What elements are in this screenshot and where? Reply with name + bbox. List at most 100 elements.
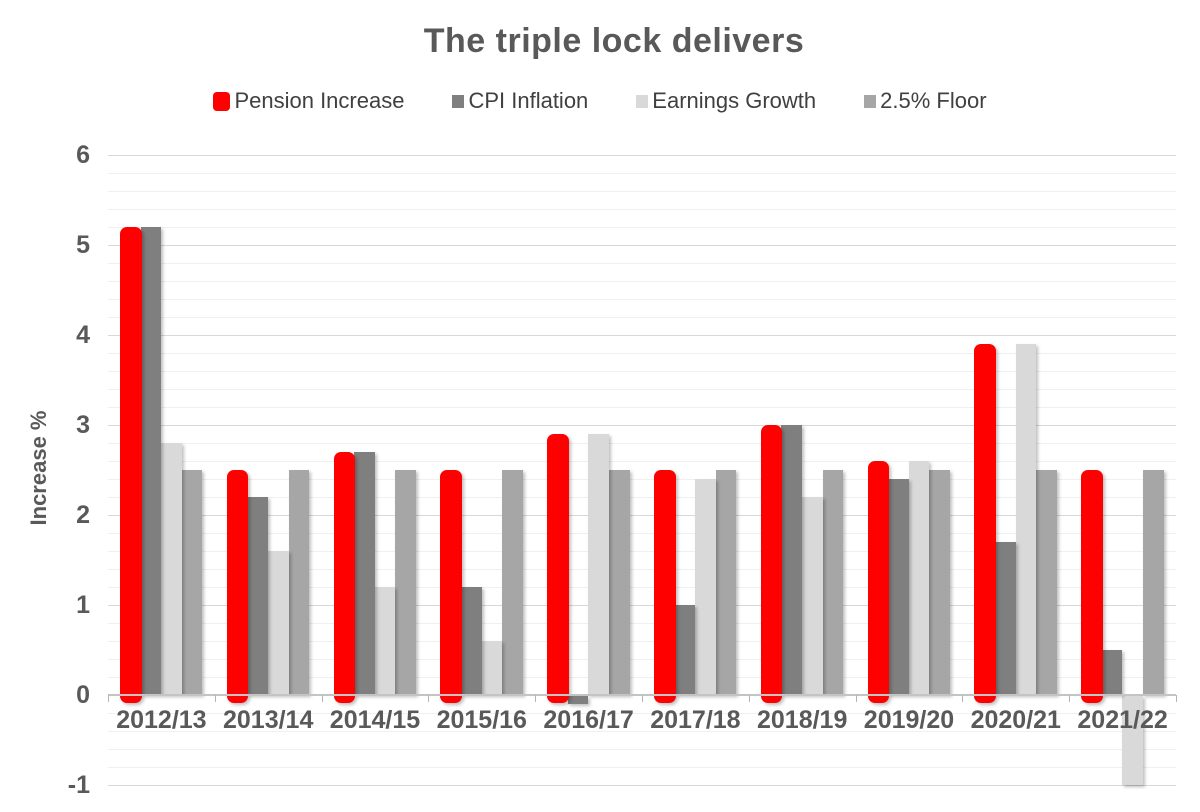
x-axis-tick <box>748 695 750 702</box>
gridline-minor <box>108 461 1176 462</box>
bar-earnings-growth <box>908 461 930 695</box>
legend-label-earnings-growth: Earnings Growth <box>652 88 817 113</box>
bar-pension-increase <box>867 461 890 703</box>
x-axis-tick <box>428 695 430 702</box>
x-axis-tick <box>214 695 216 702</box>
bar-earnings-growth <box>1122 696 1143 785</box>
x-tick-label: 2016/17 <box>543 706 634 734</box>
bar-cpi-inflation <box>995 542 1016 695</box>
legend-item-pension-increase: Pension Increase <box>213 88 404 114</box>
y-tick-label: 3 <box>76 411 90 439</box>
bar-earnings-growth <box>588 434 609 695</box>
x-tick-label: 2017/18 <box>650 706 741 734</box>
gridline-major <box>108 425 1176 426</box>
gridline-major <box>108 245 1176 246</box>
x-tick-label: 2019/20 <box>863 706 955 734</box>
legend-item-earnings-growth: Earnings Growth <box>636 88 816 114</box>
bar-earnings-growth <box>268 551 289 695</box>
bar-pension-increase <box>760 425 783 703</box>
y-tick-label: -1 <box>67 771 90 799</box>
bar-2-5-floor <box>1143 470 1164 695</box>
x-axis-tick <box>1069 695 1071 702</box>
gridline-minor <box>108 371 1176 372</box>
x-tick-label: 2012/13 <box>116 706 207 734</box>
legend-item-floor: 2.5% Floor <box>864 88 987 114</box>
chart-title: The triple lock delivers <box>423 22 805 60</box>
earnings-growth-swatch-icon <box>636 94 649 108</box>
gridline-minor <box>108 227 1176 228</box>
bar-pension-increase <box>333 452 356 703</box>
legend-label-pension-increase: Pension Increase <box>234 88 405 113</box>
bar-cpi-inflation <box>1101 650 1123 695</box>
gridline-minor <box>108 551 1176 552</box>
bar-pension-increase <box>654 470 676 703</box>
bar-2-5-floor <box>822 470 844 695</box>
bar-cpi-inflation <box>567 696 589 704</box>
x-axis-tick <box>1176 695 1177 702</box>
gridline-major <box>108 785 1176 786</box>
gridline-minor <box>108 587 1176 588</box>
y-tick-label: 2 <box>76 501 90 529</box>
gridline-minor <box>108 299 1176 300</box>
y-tick-label: 6 <box>76 141 90 169</box>
bar-pension-increase <box>547 434 569 703</box>
gridline-minor <box>108 317 1176 318</box>
gridline-minor <box>108 569 1176 570</box>
bar-2-5-floor <box>715 470 737 695</box>
legend-label-floor: 2.5% Floor <box>880 88 987 113</box>
y-tick-label: 1 <box>76 591 90 619</box>
cpi-inflation-swatch-icon <box>452 94 465 108</box>
x-axis-tick <box>321 695 323 702</box>
legend-label-cpi-inflation: CPI Inflation <box>468 88 589 113</box>
gridline-minor <box>108 173 1176 174</box>
bar-pension-increase <box>120 227 142 703</box>
gridline-major <box>108 515 1176 516</box>
bar-2-5-floor <box>288 470 310 695</box>
gridline-minor <box>108 677 1176 678</box>
gridline-minor <box>108 767 1176 768</box>
legend: Pension Increase CPI Inflation Earnings … <box>0 88 1200 114</box>
bar-cpi-inflation <box>140 227 162 695</box>
gridline-minor <box>108 281 1176 282</box>
gridline-minor <box>108 713 1176 714</box>
bar-cpi-inflation <box>674 605 696 695</box>
gridline-minor <box>108 533 1176 534</box>
bar-2-5-floor <box>609 470 630 695</box>
gridline-minor <box>108 263 1176 264</box>
y-tick-label: 0 <box>76 681 90 709</box>
gridline-major <box>108 605 1176 606</box>
gridline-minor <box>108 479 1176 480</box>
bar-earnings-growth <box>695 479 716 695</box>
bar-2-5-floor <box>395 470 416 695</box>
gridline-minor <box>108 641 1176 642</box>
bar-2-5-floor <box>1036 470 1057 695</box>
gridline-minor <box>108 749 1176 750</box>
bar-earnings-growth <box>1015 344 1037 695</box>
x-tick-label: 2020/21 <box>970 706 1061 734</box>
bar-2-5-floor <box>929 470 950 695</box>
bar-cpi-inflation <box>781 425 802 695</box>
gridline-minor <box>108 191 1176 192</box>
y-tick-label: 5 <box>76 231 90 259</box>
gridline-minor <box>108 353 1176 354</box>
bar-earnings-growth <box>374 587 396 695</box>
bar-earnings-growth <box>161 443 182 695</box>
gridline-minor <box>108 623 1176 624</box>
legend-item-cpi-inflation: CPI Inflation <box>452 88 588 114</box>
gridline-major <box>108 155 1176 156</box>
x-tick-label: 2013/14 <box>223 706 314 734</box>
gridline-minor <box>108 443 1176 444</box>
gridline-minor <box>108 407 1176 408</box>
gridline-major <box>108 335 1176 336</box>
gridline-minor <box>108 659 1176 660</box>
x-tick-label: 2021/22 <box>1077 706 1168 734</box>
gridline-minor <box>108 731 1176 732</box>
bar-cpi-inflation <box>354 452 375 695</box>
bar-earnings-growth <box>481 641 503 695</box>
x-axis-tick <box>962 695 964 702</box>
x-tick-label: 2018/19 <box>757 706 848 734</box>
x-axis-tick <box>642 695 643 702</box>
bar-pension-increase <box>440 470 462 703</box>
